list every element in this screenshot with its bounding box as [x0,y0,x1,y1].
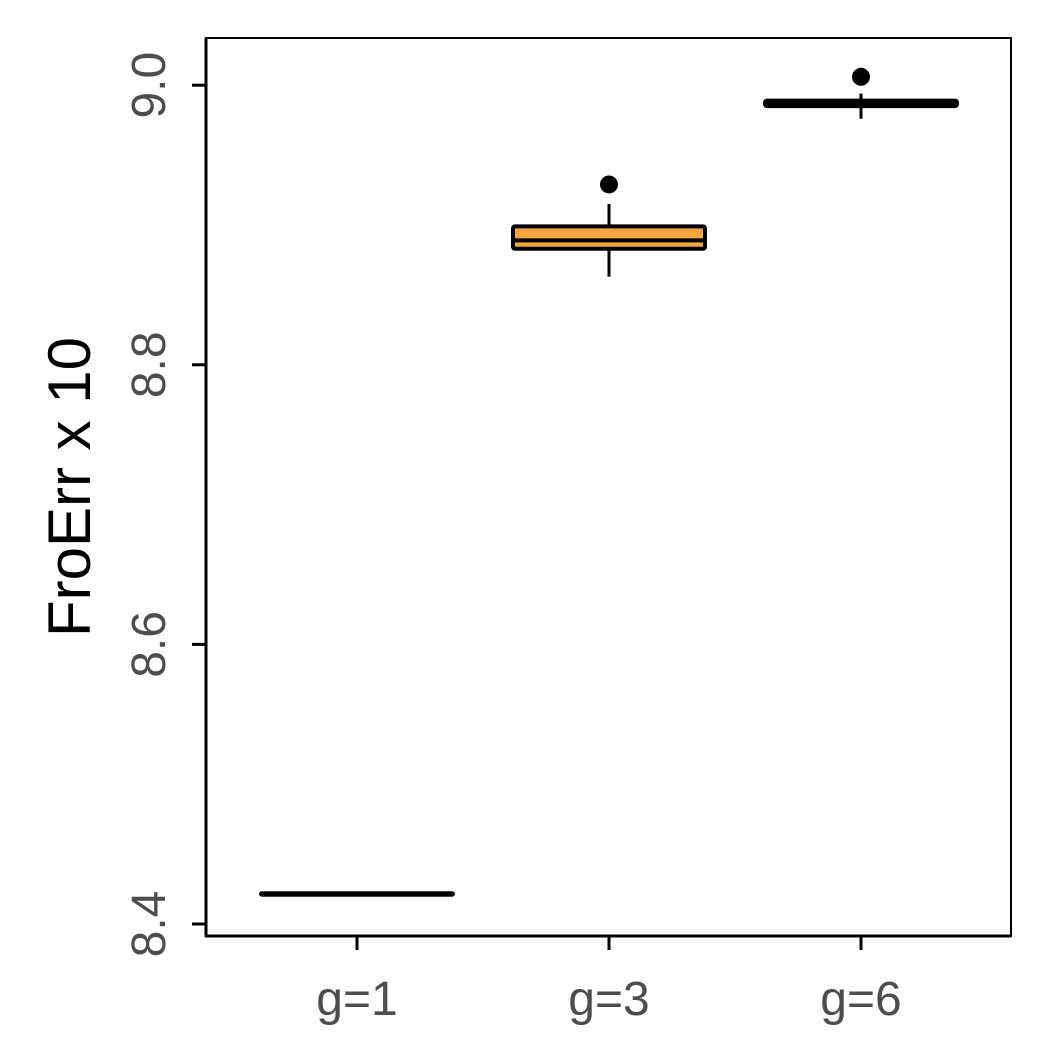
box-g=6 [763,67,959,119]
y-tick-label: 8.6 [123,611,176,678]
box-g=1 [259,891,455,897]
x-tick-label: g=3 [568,973,649,1026]
x-ticks-layer: g=1 g=3 g=6 [316,936,902,1026]
y-tick-label: 8.4 [123,891,176,958]
x-tick-label: g=1 [316,973,397,1026]
y-tick-label: 9.0 [123,52,176,119]
outlier-point [852,67,870,86]
panel-border [205,37,1012,937]
box-body [511,224,707,251]
boxes-layer [259,67,959,897]
box-g=3 [511,175,707,277]
y-tick-label: 8.8 [123,331,176,398]
outlier-point [600,175,618,194]
x-tick-label: g=6 [820,973,901,1026]
y-axis-title: FroErr x 10 [36,337,103,637]
y-ticks-layer: 8.4 8.6 8.8 9.0 [123,52,206,958]
